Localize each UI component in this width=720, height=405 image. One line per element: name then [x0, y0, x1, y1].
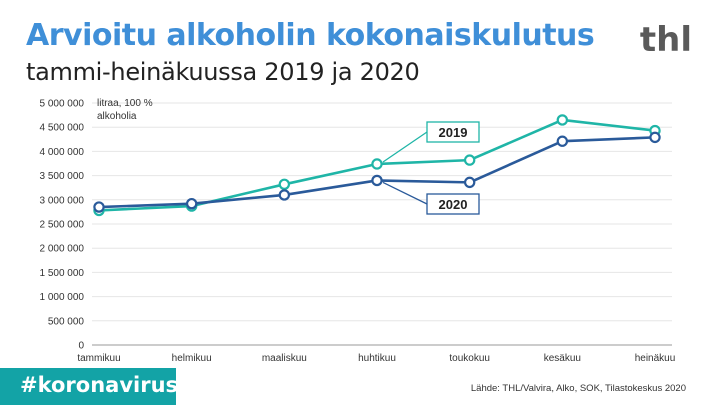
label-box-2020: [426, 193, 480, 215]
data-point-2020: [185, 197, 198, 210]
data-point-2020: [463, 176, 476, 189]
data-point-2020: [649, 131, 661, 144]
gridlines: [92, 102, 672, 346]
x-axis-ticks: tammikuu helmikuu maaliskuu huhtikuu toukoku…: [77, 353, 675, 364]
y-tick-label: 0: [78, 341, 84, 352]
x-tick-label: helmikuu: [172, 353, 212, 364]
data-point-2019: [371, 158, 383, 170]
y-tick-label: 4 000 000: [40, 147, 85, 158]
label-leader-2019: [382, 131, 428, 163]
y-tick-label: 4 500 000: [40, 123, 85, 134]
y-tick-label: 1 000 000: [40, 292, 85, 303]
label-box-2019: [426, 121, 480, 143]
y-axis-unit-label-line2: alkoholia: [97, 111, 137, 122]
y-tick-label: 5 000 000: [40, 99, 85, 110]
series-label-2019: 2019: [439, 125, 468, 140]
y-tick-label: 1 500 000: [40, 268, 85, 279]
y-tick-label: 2 500 000: [40, 220, 85, 231]
data-point-2019: [556, 114, 569, 126]
series-label-2020: 2020: [439, 197, 468, 212]
koronavirus-banner: #koronavirus: [0, 368, 176, 405]
hashtag-label: #koronavirus: [20, 373, 176, 397]
y-tick-label: 500 000: [48, 316, 85, 327]
x-tick-label: kesäkuu: [544, 353, 581, 364]
chart-subtitle: tammi-heinäkuussa 2019 ja 2020: [26, 58, 420, 86]
chart-title: Arvioitu alkoholin kokonaiskulutus: [26, 18, 595, 53]
source-note: Lähde: THL/Valvira, Alko, SOK, Tilastoke…: [470, 383, 686, 394]
label-leader-2020: [382, 181, 428, 205]
x-tick-label: tammikuu: [77, 353, 120, 364]
y-tick-label: 3 000 000: [40, 195, 85, 206]
data-point-2020: [371, 174, 383, 187]
thl-logo: thl: [639, 20, 692, 60]
y-tick-label: 2 000 000: [40, 244, 85, 255]
series-line-2020: [98, 136, 656, 209]
data-point-2020: [278, 189, 291, 201]
series-lines: [93, 114, 661, 217]
x-tick-label: maaliskuu: [262, 353, 307, 364]
data-point-2019: [278, 178, 291, 191]
y-axis-ticks: 0 500 000 1 000 000 1 500 000 2 000 000 2 500…: [40, 99, 85, 352]
data-point-2020: [556, 135, 569, 147]
x-tick-label: huhtikuu: [358, 353, 396, 364]
y-axis-unit-label-line1: litraa, 100 %: [97, 98, 153, 109]
data-point-2019: [463, 154, 476, 166]
y-tick-label: 3 500 000: [40, 171, 85, 182]
series-labels: 2019 2020: [382, 121, 480, 215]
data-point-2020: [93, 201, 105, 213]
x-tick-label: heinäkuu: [635, 353, 676, 364]
x-tick-label: toukokuu: [449, 353, 490, 364]
